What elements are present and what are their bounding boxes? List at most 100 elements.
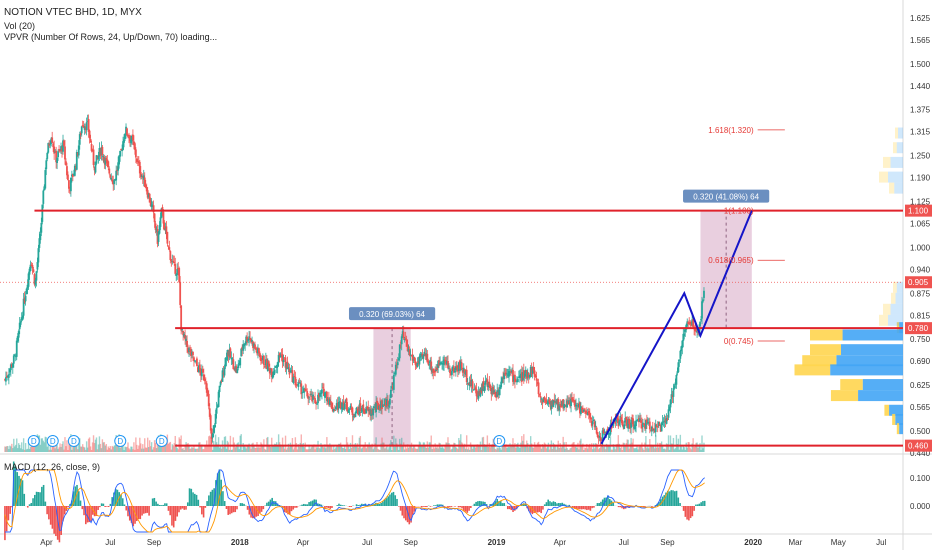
volume-bar <box>24 443 27 452</box>
volume-bar <box>698 444 700 452</box>
candle-body <box>137 161 140 164</box>
macd-histogram-bar <box>695 504 697 506</box>
volume-bar <box>650 444 652 452</box>
volume-bar <box>548 449 551 452</box>
candle-body <box>442 362 444 365</box>
candle-body <box>376 400 378 404</box>
candle-body <box>386 399 388 405</box>
volume-bar <box>28 448 31 452</box>
volume-bar <box>519 447 521 452</box>
candle-body <box>470 380 473 387</box>
candle-body <box>440 362 442 364</box>
candle-body <box>79 132 82 135</box>
candle-body <box>210 428 213 439</box>
candle-body <box>55 150 58 163</box>
volume-bar <box>219 445 222 452</box>
volume-bar <box>364 442 366 452</box>
volume-bar <box>46 446 48 452</box>
vpvr-up-bar <box>895 413 903 425</box>
candle-body <box>169 251 172 260</box>
candle-body <box>323 388 325 396</box>
volume-bar <box>287 443 290 452</box>
macd-histogram-bar <box>688 506 690 521</box>
candle-body <box>568 400 570 405</box>
candle-body <box>641 424 643 429</box>
candle-body <box>489 384 492 391</box>
volume-bar <box>224 436 227 452</box>
volume-bar <box>483 444 486 452</box>
volume-bar <box>174 435 176 452</box>
macd-histogram-bar <box>473 503 476 506</box>
candle-body <box>147 194 150 198</box>
candle-body <box>183 333 186 337</box>
x-tick-label: 2020 <box>744 538 762 547</box>
volume-bar <box>595 443 598 452</box>
dividend-marker-label: D <box>31 437 37 446</box>
macd-histogram-bar <box>252 506 254 519</box>
candle-body <box>78 134 81 145</box>
candle-body <box>479 387 482 397</box>
macd-histogram-bar <box>550 502 553 506</box>
volume-bar <box>285 449 288 452</box>
volume-bar <box>433 448 435 452</box>
volume-bar <box>586 443 588 452</box>
macd-histogram-bar <box>390 492 393 506</box>
price-tag-label: 0.460 <box>908 442 929 451</box>
candle-body <box>241 346 244 350</box>
candle-body <box>299 382 302 384</box>
macd-histogram-bar <box>424 506 426 508</box>
volume-bar <box>449 444 451 452</box>
macd-histogram-bar <box>53 506 55 534</box>
volume-bar <box>528 447 530 452</box>
candle-body <box>10 364 13 368</box>
candle-body <box>342 401 345 408</box>
candle-body <box>670 394 673 399</box>
candle-body <box>303 388 306 393</box>
macd-histogram-bar <box>88 506 91 523</box>
volume-bar <box>440 447 442 452</box>
macd-histogram-bar <box>341 505 344 506</box>
volume-bar <box>695 442 697 452</box>
volume-bar <box>143 448 145 452</box>
volume-bar <box>561 445 563 452</box>
candle-body <box>650 426 653 432</box>
macd-histogram-bar <box>206 501 208 506</box>
candle-body <box>63 141 65 146</box>
vpvr-bar-faint <box>895 127 898 139</box>
volume-bar <box>536 442 539 452</box>
candle-body <box>228 349 231 356</box>
y-tick-label: 1.625 <box>910 14 931 23</box>
volume-bar <box>614 449 617 452</box>
candle-body <box>275 365 278 369</box>
candle-body <box>37 248 40 263</box>
macd-histogram-bar <box>120 494 122 506</box>
candle-body <box>180 305 183 331</box>
macd-histogram-bar <box>336 505 339 506</box>
volume-bar <box>145 447 147 452</box>
volume-bar <box>489 447 492 452</box>
candle-body <box>502 377 505 379</box>
candle-body <box>304 388 307 391</box>
volume-bar <box>594 443 597 452</box>
macd-histogram-bar <box>529 506 532 513</box>
volume-bar <box>508 447 510 452</box>
candle-body <box>356 409 359 411</box>
vpvr-bar-faint <box>888 171 903 183</box>
volume-bar <box>474 447 477 452</box>
volume-bar <box>209 435 211 452</box>
candle-body <box>472 389 475 391</box>
candle-body <box>320 392 322 394</box>
volume-bar <box>359 436 362 452</box>
candle-body <box>65 161 67 166</box>
volume-bar <box>237 442 239 452</box>
candle-body <box>77 145 80 156</box>
candle-body <box>125 126 127 134</box>
volume-bar <box>651 444 653 452</box>
volume-bar <box>419 442 422 452</box>
macd-histogram-bar <box>167 506 170 511</box>
volume-bar <box>161 446 164 452</box>
candle-body <box>601 430 604 443</box>
volume-bar <box>598 448 601 452</box>
volume-bar <box>429 442 431 452</box>
